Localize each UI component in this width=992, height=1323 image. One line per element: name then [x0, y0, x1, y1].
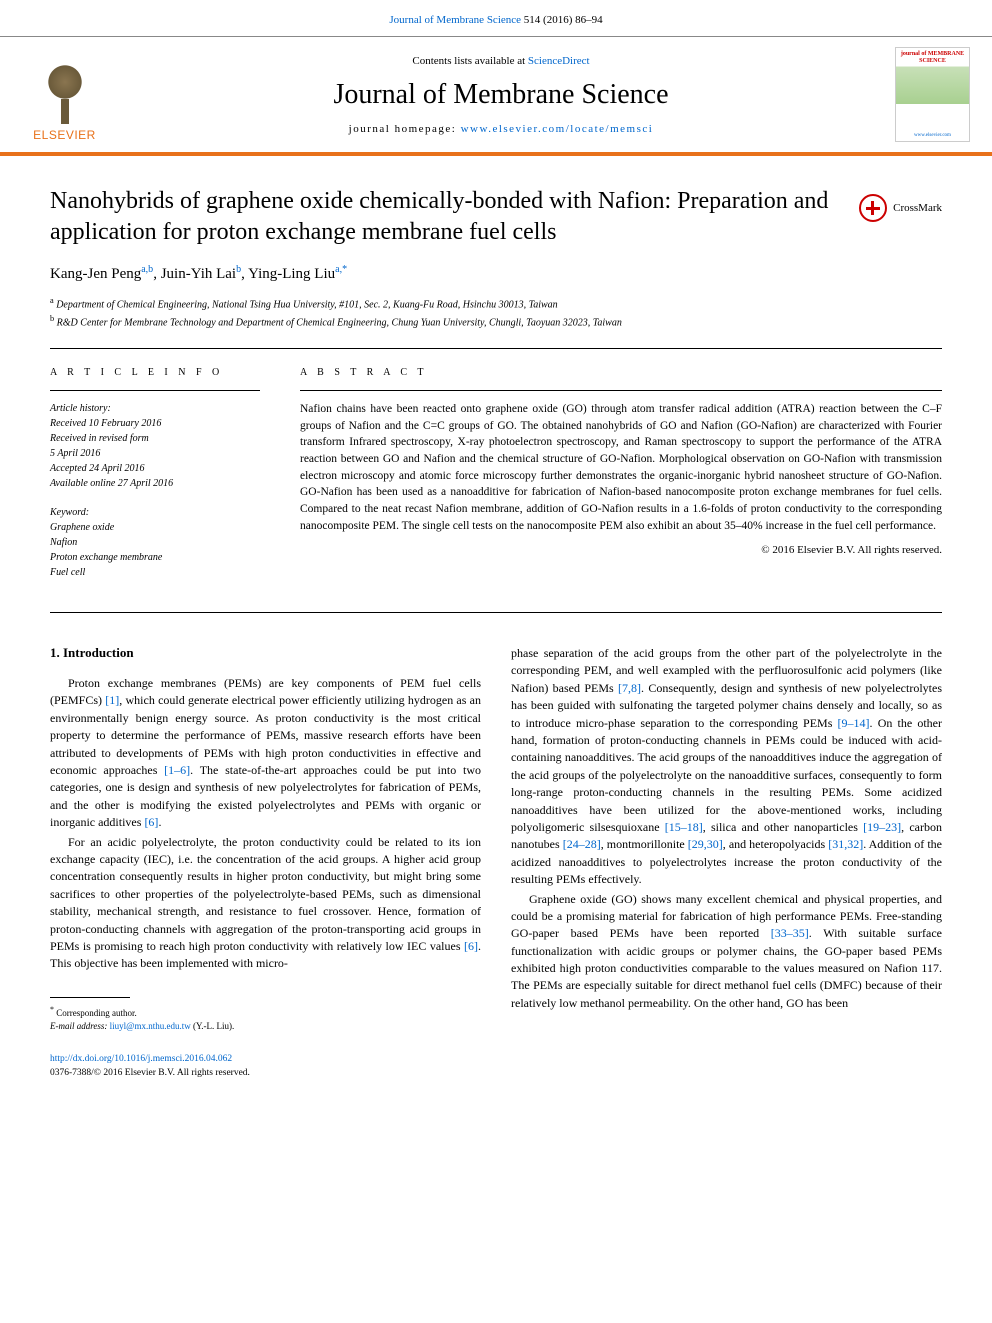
author-2-aff: b [236, 264, 241, 275]
history-revised-1: Received in revised form [50, 431, 260, 446]
publisher-name: ELSEVIER [33, 128, 96, 142]
keyword-label: Keyword: [50, 505, 260, 520]
page-header-citation: Journal of Membrane Science 514 (2016) 8… [0, 0, 992, 36]
p3-seg-d: , silica and other nanoparticles [703, 820, 863, 834]
info-abstract-row: A R T I C L E I N F O Article history: R… [50, 349, 942, 612]
cover-title: journal of MEMBRANE SCIENCE [896, 51, 969, 64]
keyword-3: Proton exchange membrane [50, 550, 260, 565]
para-2: For an acidic polyelectrolyte, the proto… [50, 834, 481, 973]
author-3: Ying-Ling Liu [248, 266, 335, 282]
article-body: Nanohybrids of graphene oxide chemically… [0, 156, 992, 1120]
history-accepted: Accepted 24 April 2016 [50, 461, 260, 476]
contents-prefix: Contents lists available at [412, 55, 527, 67]
issn-line: 0376-7388/© 2016 Elsevier B.V. All right… [50, 1066, 481, 1080]
p1-seg-d: . [158, 815, 161, 829]
p3-seg-c: . On the other hand, formation of proton… [511, 716, 942, 834]
corr-author-line: * Corresponding author. [50, 1004, 481, 1021]
abstract-copyright: © 2016 Elsevier B.V. All rights reserved… [300, 544, 942, 556]
history-label: Article history: [50, 401, 260, 416]
para-4: Graphene oxide (GO) shows many excellent… [511, 891, 942, 1013]
history-revised-2: 5 April 2016 [50, 446, 260, 461]
article-history: Article history: Received 10 February 20… [50, 401, 260, 491]
ref-1[interactable]: [1] [105, 693, 119, 707]
article-info-heading: A R T I C L E I N F O [50, 367, 260, 378]
ref-7-8[interactable]: [7,8] [618, 681, 641, 695]
aff-sup-b: b [50, 314, 54, 323]
content-columns: 1. Introduction Proton exchange membrane… [50, 645, 942, 1080]
email-label: E-mail address: [50, 1021, 110, 1031]
p2-seg-a: For an acidic polyelectrolyte, the proto… [50, 835, 481, 953]
citation-suffix: 514 (2016) 86–94 [521, 14, 603, 26]
ref-33-35[interactable]: [33–35] [771, 926, 809, 940]
keyword-4: Fuel cell [50, 565, 260, 580]
keyword-1: Graphene oxide [50, 520, 260, 535]
doi-link[interactable]: http://dx.doi.org/10.1016/j.memsci.2016.… [50, 1054, 232, 1064]
info-divider [50, 390, 260, 391]
aff-sup-a: a [50, 296, 54, 305]
para-3: phase separation of the acid groups from… [511, 645, 942, 888]
footnote-divider [50, 997, 130, 998]
homepage-prefix: journal homepage: [349, 123, 461, 135]
authors-line: Kang-Jen Penga,b, Juin-Yih Laib, Ying-Li… [50, 264, 942, 283]
corresponding-marker: * [342, 264, 347, 275]
crossmark-badge[interactable]: CrossMark [859, 194, 942, 222]
contents-line: Contents lists available at ScienceDirec… [107, 55, 895, 67]
article-info-column: A R T I C L E I N F O Article history: R… [50, 367, 260, 594]
divider-bottom [50, 612, 942, 613]
affiliation-b: b R&D Center for Membrane Technology and… [50, 313, 942, 330]
journal-name: Journal of Membrane Science [107, 79, 895, 111]
abstract-column: A B S T R A C T Nafion chains have been … [300, 367, 942, 594]
ref-6a[interactable]: [6] [144, 815, 158, 829]
email-link[interactable]: liuyl@mx.nthu.edu.tw [110, 1021, 191, 1031]
journal-homepage-line: journal homepage: www.elsevier.com/locat… [107, 123, 895, 135]
footnote: * Corresponding author. E-mail address: … [50, 1004, 481, 1034]
publisher-logo[interactable]: ELSEVIER [22, 47, 107, 142]
history-online: Available online 27 April 2016 [50, 476, 260, 491]
footer: http://dx.doi.org/10.1016/j.memsci.2016.… [50, 1052, 481, 1081]
p3-seg-f: , montmorillonite [601, 837, 688, 851]
journal-header-bar: ELSEVIER Contents lists available at Sci… [0, 36, 992, 156]
abstract-divider [300, 390, 942, 391]
history-received: Received 10 February 2016 [50, 416, 260, 431]
abstract-text: Nafion chains have been reacted onto gra… [300, 401, 942, 534]
keyword-2: Nafion [50, 535, 260, 550]
abstract-heading: A B S T R A C T [300, 367, 942, 378]
affiliation-a: a Department of Chemical Engineering, Na… [50, 295, 942, 312]
author-1: Kang-Jen Peng [50, 266, 141, 282]
corr-star: * [50, 1005, 54, 1014]
cover-url: www.elsevier.com [914, 133, 951, 138]
ref-15-18[interactable]: [15–18] [665, 820, 703, 834]
email-suffix: (Y.-L. Liu). [191, 1021, 235, 1031]
journal-cover-thumbnail[interactable]: journal of MEMBRANE SCIENCE www.elsevier… [895, 47, 970, 142]
keywords-block: Keyword: Graphene oxide Nafion Proton ex… [50, 505, 260, 580]
affiliations: a Department of Chemical Engineering, Na… [50, 295, 942, 330]
article-title: Nanohybrids of graphene oxide chemically… [50, 186, 839, 248]
crossmark-label: CrossMark [893, 202, 942, 214]
ref-1-6[interactable]: [1–6] [164, 763, 190, 777]
author-2: Juin-Yih Lai [161, 266, 236, 282]
sciencedirect-link[interactable]: ScienceDirect [528, 55, 590, 67]
title-row: Nanohybrids of graphene oxide chemically… [50, 186, 942, 264]
section-1-heading: 1. Introduction [50, 645, 481, 661]
elsevier-tree-icon [30, 54, 100, 124]
para-1: Proton exchange membranes (PEMs) are key… [50, 675, 481, 832]
left-column: 1. Introduction Proton exchange membrane… [50, 645, 481, 1080]
journal-citation-link[interactable]: Journal of Membrane Science [389, 14, 521, 26]
ref-9-14[interactable]: [9–14] [838, 716, 870, 730]
ref-6b[interactable]: [6] [464, 939, 478, 953]
author-1-aff: a,b [141, 264, 153, 275]
ref-19-23[interactable]: [19–23] [863, 820, 901, 834]
right-column: phase separation of the acid groups from… [511, 645, 942, 1080]
ref-24-28[interactable]: [24–28] [563, 837, 601, 851]
ref-29-30[interactable]: [29,30] [688, 837, 723, 851]
crossmark-icon [859, 194, 887, 222]
aff-text-b: R&D Center for Membrane Technology and D… [57, 317, 622, 328]
ref-31-32[interactable]: [31,32] [828, 837, 863, 851]
homepage-link[interactable]: www.elsevier.com/locate/memsci [461, 123, 654, 135]
aff-text-a: Department of Chemical Engineering, Nati… [56, 300, 557, 311]
email-line: E-mail address: liuyl@mx.nthu.edu.tw (Y.… [50, 1020, 481, 1034]
corr-label: Corresponding author. [56, 1008, 137, 1018]
p3-seg-g: , and heteropolyacids [723, 837, 828, 851]
header-center: Contents lists available at ScienceDirec… [107, 55, 895, 135]
